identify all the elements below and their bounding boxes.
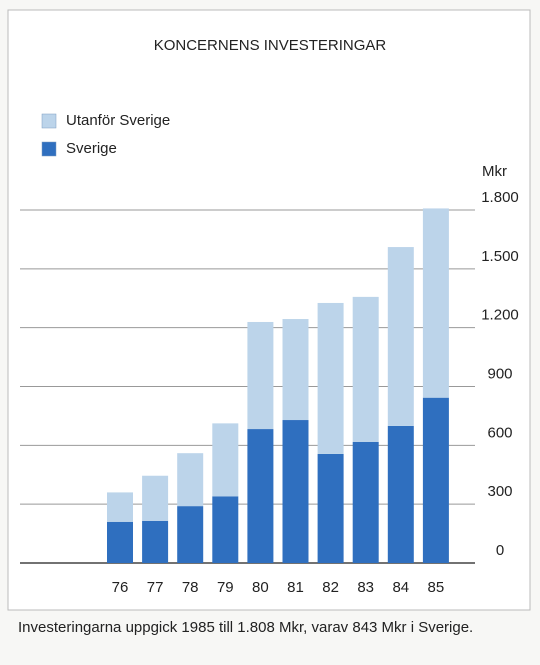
bar-segment — [177, 453, 204, 507]
x-tick-label: 82 — [322, 579, 339, 596]
bar-segment — [387, 425, 414, 563]
bar-segment — [282, 319, 309, 421]
y-tick-label: 1.800 — [481, 189, 519, 206]
y-tick-label: 1.200 — [481, 307, 519, 324]
bar-segment — [212, 423, 239, 497]
bar-segment — [247, 321, 274, 430]
x-tick-label: 80 — [252, 579, 269, 596]
caption: Investeringarna uppgick 1985 till 1.808 … — [18, 619, 474, 636]
x-tick-label: 79 — [217, 579, 234, 596]
bar-segment — [387, 247, 414, 426]
bar-segment — [282, 420, 309, 563]
x-tick-label: 83 — [357, 579, 374, 596]
x-tick-label: 76 — [112, 579, 129, 596]
bar-segment — [142, 520, 169, 563]
bar-segment — [212, 496, 239, 563]
x-tick-label: 85 — [428, 579, 445, 596]
legend-swatch — [41, 141, 57, 157]
legend-label: Utanför Sverige — [66, 112, 170, 129]
y-tick-label: 300 — [487, 483, 512, 500]
chart-title: KONCERNENS INVESTERINGAR — [154, 37, 387, 54]
x-tick-label: 84 — [392, 579, 409, 596]
legend-label: Sverige — [66, 140, 117, 157]
x-tick-label: 81 — [287, 579, 304, 596]
bar-segment — [142, 475, 169, 521]
bar-segment — [107, 492, 133, 522]
bar-segment — [317, 453, 344, 563]
bar-segment — [317, 302, 344, 454]
y-tick-label: 600 — [487, 424, 512, 441]
x-tick-label: 78 — [182, 579, 199, 596]
bar-segment — [422, 397, 449, 563]
bar-segment — [422, 208, 449, 398]
y-tick-label: 0 — [496, 542, 504, 559]
y-axis-label: Mkr — [482, 163, 507, 180]
bar-segment — [352, 296, 379, 442]
bar-segment — [177, 506, 204, 563]
y-tick-label: 900 — [487, 365, 512, 382]
bar-segment — [107, 521, 133, 563]
bar-segment — [247, 429, 274, 563]
x-tick-label: 77 — [147, 579, 164, 596]
bar-segment — [352, 441, 379, 563]
y-tick-label: 1.500 — [481, 248, 519, 265]
legend-swatch — [41, 113, 57, 129]
